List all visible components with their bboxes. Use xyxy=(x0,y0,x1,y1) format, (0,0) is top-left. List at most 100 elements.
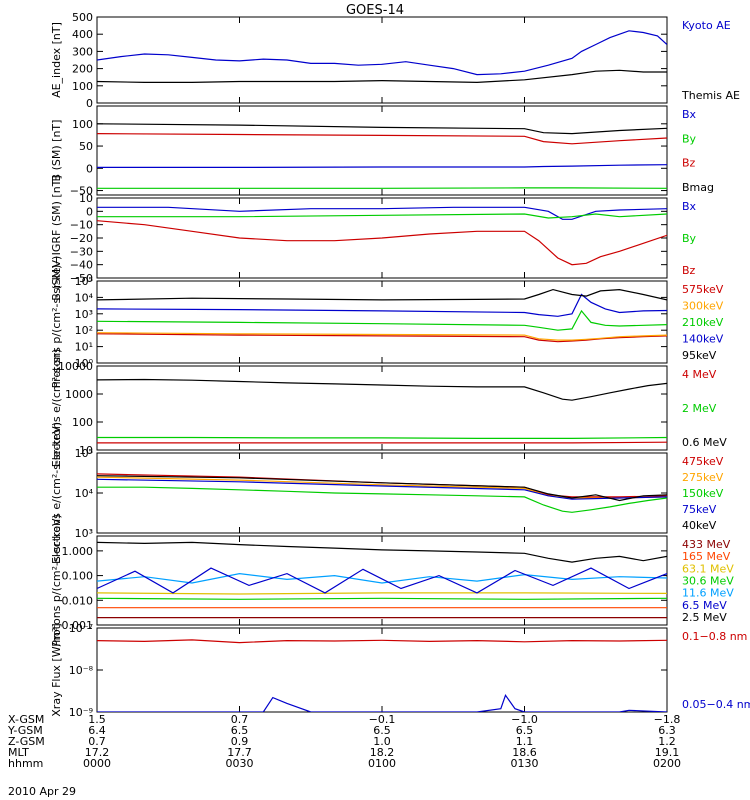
x-row-label: Z-GSM xyxy=(8,735,45,748)
y-tick-label: 0.001 xyxy=(62,619,94,632)
legend-entry: 4 MeV xyxy=(682,368,717,381)
series-line-0 xyxy=(97,441,667,444)
date-label: 2010 Apr 29 xyxy=(8,785,76,798)
y-axis-label: B (SM)−IGRF (SM) [nT] xyxy=(50,175,63,300)
series-line-3 xyxy=(97,293,667,317)
legend-entry: 210keV xyxy=(682,316,724,329)
legend-entry: 11.6 MeV xyxy=(682,587,734,600)
x-tick-label: 18.6 xyxy=(512,746,537,759)
y-tick-label: 500 xyxy=(72,11,93,24)
x-tick-label: 0.7 xyxy=(231,713,249,726)
x-tick-label: 6.5 xyxy=(373,724,391,737)
y-tick-label: 10⁻⁷ xyxy=(69,622,93,635)
legend-entry: 150keV xyxy=(682,487,724,500)
y-tick-label: 10000 xyxy=(58,360,93,373)
y-tick-label: 10⁻⁸ xyxy=(69,664,94,677)
y-tick-label: 50 xyxy=(79,140,93,153)
legend-entry: 75keV xyxy=(682,503,717,516)
x-tick-label: −1.8 xyxy=(654,713,681,726)
series-line-6 xyxy=(97,541,667,563)
x-tick-label: 0030 xyxy=(226,757,254,770)
legend-entry: By xyxy=(682,132,697,145)
y-tick-label: 1.000 xyxy=(62,545,94,558)
panel-1: 0 100 200 300 400 500 AE_index [nT] Kyoto AE The… xyxy=(50,11,740,110)
y-tick-label: −30 xyxy=(70,245,93,258)
legend-entry: 275keV xyxy=(682,471,724,484)
series-line-5 xyxy=(97,567,667,594)
panel-frame xyxy=(96,105,668,196)
x-tick-label: 6.3 xyxy=(658,724,676,737)
panel-frame xyxy=(96,16,668,104)
series-line-4 xyxy=(97,288,667,301)
panel-8: 10⁻⁹ 10⁻⁸ 10⁻⁷ Xray Flux [W/m²] 0.1−0.8 nm 0.… xyxy=(50,622,750,719)
y-axis-label: B (SM) [nT] xyxy=(50,120,63,182)
series-line-1 xyxy=(97,69,667,84)
x-tick-label: 1.5 xyxy=(88,713,106,726)
y-tick-label: 10⁻⁹ xyxy=(69,706,93,719)
legend-entry: Themis AE xyxy=(681,89,740,102)
panel-4: 10⁰ 10¹ 10² 10³ 10⁴ 10⁵ Protons p/(cm²-s-sr-ke… xyxy=(50,256,724,389)
legend-entry: 575keV xyxy=(682,283,724,296)
x-tick-label: 6.5 xyxy=(231,724,249,737)
legend-entry: 140keV xyxy=(682,333,724,346)
y-tick-label: 10⁰ xyxy=(75,357,94,370)
y-tick-label: 0 xyxy=(86,205,93,218)
x-tick-label: 17.2 xyxy=(85,746,110,759)
y-tick-label: 10⁴ xyxy=(75,487,94,500)
panel-frame xyxy=(96,452,668,534)
x-tick-label: 17.7 xyxy=(227,746,252,759)
legend-entry: 165 MeV xyxy=(682,550,731,563)
y-tick-label: 100 xyxy=(72,416,93,429)
series-line-0 xyxy=(97,639,667,644)
y-tick-label: 400 xyxy=(72,28,93,41)
x-tick-label: −1.0 xyxy=(511,713,538,726)
y-tick-label: 10³ xyxy=(75,308,93,321)
series-line-4 xyxy=(97,572,667,584)
y-tick-label: 10⁵ xyxy=(75,447,93,460)
legend-entry: 6.5 MeV xyxy=(682,599,727,612)
y-tick-label: 300 xyxy=(72,45,93,58)
series-line-2 xyxy=(97,592,667,595)
x-tick-label: −0.1 xyxy=(369,713,396,726)
legend-entry: 40keV xyxy=(682,519,717,532)
y-axis-label: Xray Flux [W/m²] xyxy=(50,623,63,716)
x-row-label: Y-GSM xyxy=(7,724,43,737)
legend-entry: By xyxy=(682,232,697,245)
x-tick-label: 0100 xyxy=(368,757,396,770)
x-tick-label: 0130 xyxy=(511,757,539,770)
x-tick-label: 6.5 xyxy=(516,724,534,737)
legend-entry: Bz xyxy=(682,264,696,277)
series-line-0 xyxy=(97,30,667,76)
y-tick-label: 10 xyxy=(79,444,93,457)
series-line-1 xyxy=(97,332,667,341)
series-line-1 xyxy=(97,436,667,439)
y-tick-label: 0.010 xyxy=(62,594,94,607)
y-axis-label: Protons p/(cm²-s-sr-keV) xyxy=(50,256,63,389)
series-line-2 xyxy=(97,309,667,331)
legend-entry: 0.6 MeV xyxy=(682,436,727,449)
legend-entry: Bmag xyxy=(682,181,714,194)
y-axis-label: Electrons e/(cm²-s-sr-keV) xyxy=(50,422,63,564)
series-line-3 xyxy=(97,597,667,600)
page-title: GOES-14 xyxy=(346,3,404,18)
y-tick-label: −50 xyxy=(70,272,93,285)
y-tick-label: 10 xyxy=(79,192,93,205)
series-line-1 xyxy=(97,694,667,712)
series-line-2 xyxy=(97,220,667,266)
legend-entry: Bz xyxy=(682,157,696,170)
y-tick-label: 0 xyxy=(86,162,93,175)
series-line-2 xyxy=(97,378,667,401)
x-tick-label: 1.0 xyxy=(373,735,391,748)
legend-entry: Bx xyxy=(682,108,697,121)
legend-entry: 433 MeV xyxy=(682,538,731,551)
y-tick-label: 10³ xyxy=(75,527,93,540)
y-tick-label: 0.100 xyxy=(62,570,94,583)
x-tick-label: 0000 xyxy=(83,757,111,770)
y-axis-label: Protons p/(cm²-s-sr-keV) xyxy=(50,514,63,647)
series-line-4 xyxy=(97,475,667,502)
legend-entry: 0.1−0.8 nm xyxy=(682,630,747,643)
